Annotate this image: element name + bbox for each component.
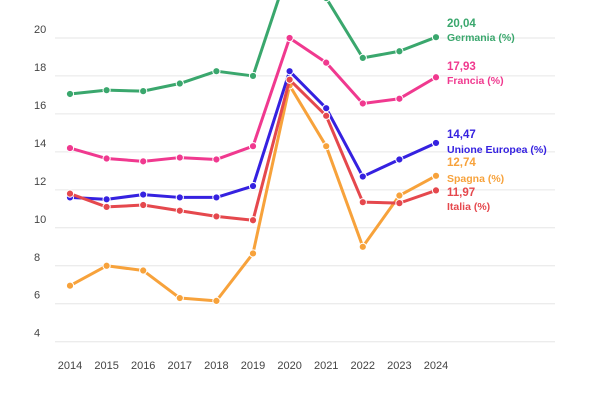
x-tick-label: 2021 [314,360,338,372]
data-point [175,153,184,162]
data-point [102,86,111,95]
data-point [431,73,441,82]
gridlines [55,37,555,343]
data-point [139,87,148,96]
x-tick-label: 2019 [241,360,265,372]
y-axis-ticks: 4 6 8 10 12 14 16 18 20 [34,24,46,340]
x-tick-label: 2014 [58,360,82,372]
data-point [139,190,148,199]
data-point [175,79,184,88]
y-tick-label: 8 [34,252,40,264]
data-point [212,193,221,202]
series-end-value: 20,04 [447,18,476,30]
series-end-value: 12,74 [447,157,476,169]
x-tick-label: 2020 [277,360,301,372]
data-point [212,296,221,305]
series-spagna [65,81,441,305]
series-end-name: Spagna (%) [447,173,504,185]
data-point [65,189,75,198]
series-end-name: Italia (%) [447,201,490,213]
series-end-value: 11,97 [447,187,475,199]
series-end-name: Germania (%) [447,32,515,44]
data-point [395,199,404,208]
series-line [68,83,438,303]
data-point [431,138,441,148]
data-point [102,202,111,212]
series-germania [65,0,441,99]
data-point [102,195,111,204]
data-point [358,99,367,108]
x-axis-ticks: 2014 2015 2016 2017 2018 2019 2020 2021 2022 2023… [58,360,448,372]
data-point [431,33,441,42]
data-point [139,157,148,166]
y-tick-label: 20 [34,24,46,36]
y-tick-label: 4 [34,328,40,340]
y-tick-label: 16 [34,100,46,112]
data-point [358,242,367,251]
x-tick-label: 2015 [94,360,118,372]
data-point [248,249,258,258]
series-unione-europea [65,67,441,204]
x-tick-label: 2024 [424,360,448,372]
series-end-value: 17,93 [447,61,476,73]
data-point [285,67,294,76]
series-end-labels: 20,04 Germania (%) 17,93 Francia (%) 14,47 Un… [447,18,547,213]
data-point [322,104,331,113]
series-end-value: 14,47 [447,129,476,141]
x-tick-label: 2016 [131,360,155,372]
data-point [322,142,331,151]
data-point [358,172,367,181]
x-tick-label: 2018 [204,360,228,372]
y-tick-label: 6 [34,290,40,302]
series-layer [65,0,441,305]
data-point [248,142,258,151]
x-tick-label: 2023 [387,360,411,372]
data-point [212,67,221,76]
y-tick-label: 18 [34,62,46,74]
data-point [65,89,75,99]
data-point [175,193,184,202]
data-point [322,58,331,67]
data-point [431,186,441,195]
data-point [395,94,404,103]
data-point [65,143,75,153]
data-point [431,171,441,180]
data-point [322,0,330,3]
series-end-name: Unione Europea (%) [447,144,547,156]
data-point [102,154,111,163]
series-end-name: Francia (%) [447,75,504,87]
data-point [175,293,184,303]
x-tick-label: 2017 [168,360,192,372]
data-point [358,198,367,207]
data-point [285,75,294,84]
y-tick-label: 12 [34,176,46,188]
data-point [139,200,148,210]
data-point [248,181,258,191]
data-point [395,155,404,164]
data-point [212,155,221,164]
data-point [65,281,75,290]
data-point [395,47,404,56]
x-tick-label: 2022 [351,360,375,372]
data-point [358,53,367,63]
data-point [395,191,404,200]
data-point [248,216,258,225]
series-francia [65,33,441,166]
data-point [139,266,148,275]
y-tick-label: 10 [34,214,46,226]
data-point [212,212,221,221]
data-point [175,206,184,215]
data-point [322,111,331,120]
data-point [102,261,111,270]
data-point [285,33,294,43]
data-point [248,71,258,81]
series-italia [65,75,441,225]
y-tick-label: 14 [34,138,46,150]
